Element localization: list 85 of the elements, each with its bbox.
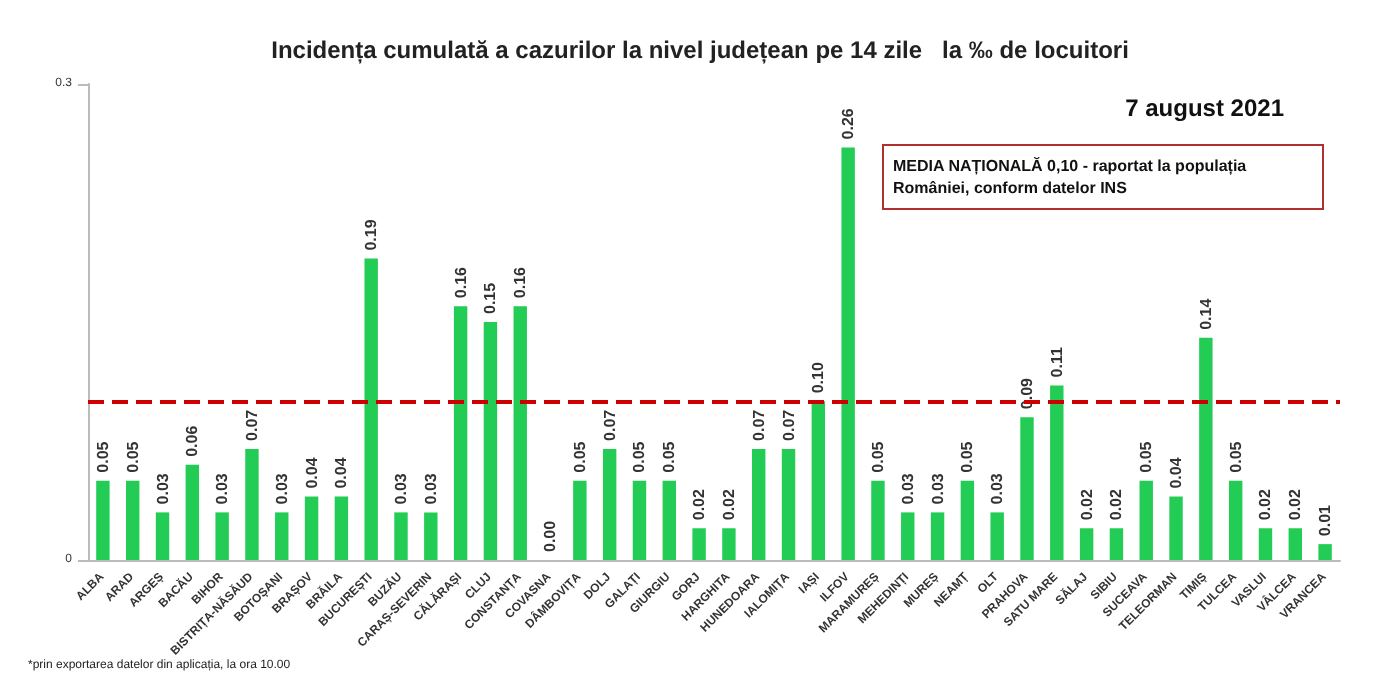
data-label: 0.05 — [660, 440, 679, 473]
bar — [1109, 528, 1124, 560]
data-label: 0.03 — [213, 472, 232, 505]
data-label: 0.05 — [1137, 440, 1156, 473]
bar — [394, 512, 408, 560]
bar — [1050, 385, 1064, 560]
bar — [155, 512, 170, 560]
bar — [722, 528, 736, 560]
data-label: 0.05 — [1226, 440, 1245, 473]
bar — [304, 496, 319, 560]
data-label: 0.02 — [690, 488, 709, 521]
bar — [930, 512, 945, 560]
bar — [245, 448, 259, 560]
annotation: MEDIA NAȚIONALĂ 0,10 - raportat la populația României, conform datelor INS — [893, 155, 1251, 197]
data-label: 0.26 — [839, 107, 858, 140]
bar — [841, 147, 855, 560]
data-label: 0.06 — [183, 424, 202, 457]
data-label: 0.03 — [898, 472, 917, 505]
data-label: 0.05 — [570, 440, 589, 473]
bar — [752, 448, 766, 560]
data-label: 0.02 — [1077, 488, 1096, 521]
data-label: 0.05 — [958, 440, 977, 473]
bar — [1199, 337, 1213, 560]
data-label: 0.05 — [630, 440, 649, 473]
bar — [573, 480, 587, 560]
bar — [1139, 480, 1153, 560]
data-label: 0.10 — [809, 361, 828, 394]
bar — [662, 480, 676, 560]
data-label: 0.04 — [332, 456, 351, 489]
data-label: 0.00 — [541, 519, 560, 552]
data-label: 0.05 — [123, 440, 142, 473]
data-label: 0.14 — [1196, 297, 1215, 330]
bar — [513, 306, 527, 560]
bar — [424, 512, 438, 560]
bar — [871, 480, 885, 560]
bar — [483, 322, 498, 560]
data-label: 0.03 — [392, 472, 410, 505]
bar — [960, 480, 975, 560]
data-label: 0.04 — [1167, 456, 1186, 489]
data-label: 0.02 — [1286, 488, 1305, 521]
data-label: 0.01 — [1316, 503, 1335, 537]
bar — [990, 512, 1004, 560]
bar — [692, 528, 706, 560]
data-label: 0.15 — [481, 281, 500, 314]
data-label: 0.16 — [511, 265, 530, 299]
bar — [364, 258, 378, 560]
data-label: 0.02 — [1107, 488, 1126, 521]
data-label: 0.05 — [868, 440, 887, 473]
data-label: 0.07 — [779, 408, 798, 441]
bar — [1318, 544, 1332, 560]
data-label: 0.03 — [272, 472, 291, 505]
bar — [602, 448, 617, 560]
data-label: 0.02 — [1256, 488, 1275, 521]
bar — [126, 480, 140, 560]
data-label: 0.03 — [421, 472, 440, 505]
data-label: 0.07 — [600, 408, 619, 441]
annotation: 7 august 2021 — [1125, 94, 1285, 122]
bar — [811, 401, 826, 560]
bar — [1020, 417, 1034, 560]
bar — [1258, 528, 1273, 560]
bar — [275, 512, 289, 560]
data-label: 0.05 — [93, 440, 112, 473]
data-label: 0.07 — [749, 408, 768, 441]
data-label: 0.07 — [242, 408, 261, 441]
bar — [453, 306, 468, 560]
bar — [334, 496, 349, 560]
data-label: 0.02 — [719, 488, 738, 521]
data-label: 0.19 — [362, 218, 381, 251]
bar — [901, 512, 915, 560]
data-label: 0.03 — [988, 472, 1007, 505]
bar — [781, 448, 796, 560]
bar — [632, 480, 647, 560]
data-label: 0.03 — [928, 472, 947, 505]
data-label: 0.11 — [1047, 346, 1066, 378]
data-label: 0.04 — [302, 456, 321, 489]
bar — [1288, 528, 1302, 560]
bar — [215, 512, 229, 560]
bar — [1079, 528, 1094, 560]
bar — [185, 464, 200, 560]
bar — [96, 480, 110, 560]
data-label: 0.03 — [153, 472, 172, 505]
bar — [1169, 496, 1183, 560]
bar — [1228, 480, 1243, 560]
data-label: 0.16 — [451, 265, 470, 299]
chart-title: Incidența cumulată a cazurilor la nivel județean pe 14 zile la ‰ de locuitori — [271, 36, 1129, 64]
